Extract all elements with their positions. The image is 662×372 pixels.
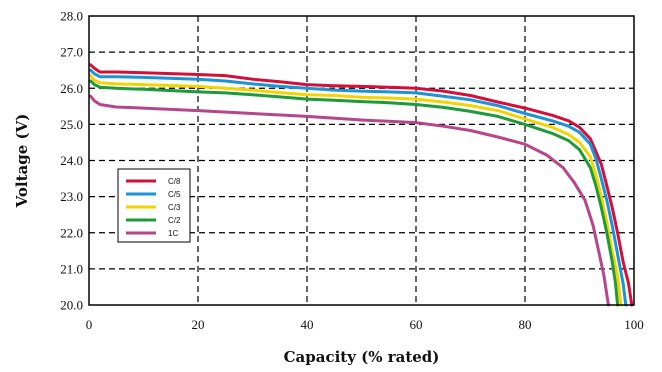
x-axis-title: Capacity (% rated) xyxy=(284,348,440,366)
y-tick-label: 23.0 xyxy=(60,189,83,204)
y-axis-title: Voltage (V) xyxy=(13,114,31,209)
series-line-c-5 xyxy=(89,68,628,307)
y-tick-label: 25.0 xyxy=(60,117,83,132)
series-line-c-3 xyxy=(89,74,623,307)
legend-label: C/5 xyxy=(168,190,181,199)
legend-label: C/8 xyxy=(168,177,181,186)
legend-label: C/3 xyxy=(168,203,181,212)
legend-label: C/2 xyxy=(168,216,181,225)
series-line-c-2 xyxy=(89,79,620,307)
x-tick-label: 60 xyxy=(410,317,423,332)
x-tick-label: 100 xyxy=(624,317,644,332)
x-tick-label: 20 xyxy=(192,317,205,332)
y-tick-label: 20.0 xyxy=(60,298,83,313)
y-tick-label: 27.0 xyxy=(60,45,83,60)
grid-lines xyxy=(89,16,634,305)
x-tick-label: 80 xyxy=(519,317,532,332)
y-tick-labels: 20.0 21.0 22.0 23.0 24.0 25.0 26.0 27.0 28.0 xyxy=(60,9,83,313)
x-tick-label: 40 xyxy=(301,317,314,332)
y-tick-label: 26.0 xyxy=(60,81,83,96)
y-tick-label: 21.0 xyxy=(60,261,83,276)
series-line-1c xyxy=(89,94,610,307)
y-tick-label: 28.0 xyxy=(60,9,83,24)
plot-frame xyxy=(88,15,635,306)
series-lines xyxy=(89,63,634,307)
x-tick-labels: 0 20 40 60 80 100 xyxy=(86,317,644,332)
x-tick-label: 0 xyxy=(86,317,93,332)
legend-label: 1C xyxy=(168,229,178,238)
series-line-c-8 xyxy=(89,63,634,307)
y-tick-label: 24.0 xyxy=(60,153,83,168)
y-tick-label: 22.0 xyxy=(60,225,83,240)
legend: C/8 C/5 C/3 C/2 1C xyxy=(117,168,191,243)
